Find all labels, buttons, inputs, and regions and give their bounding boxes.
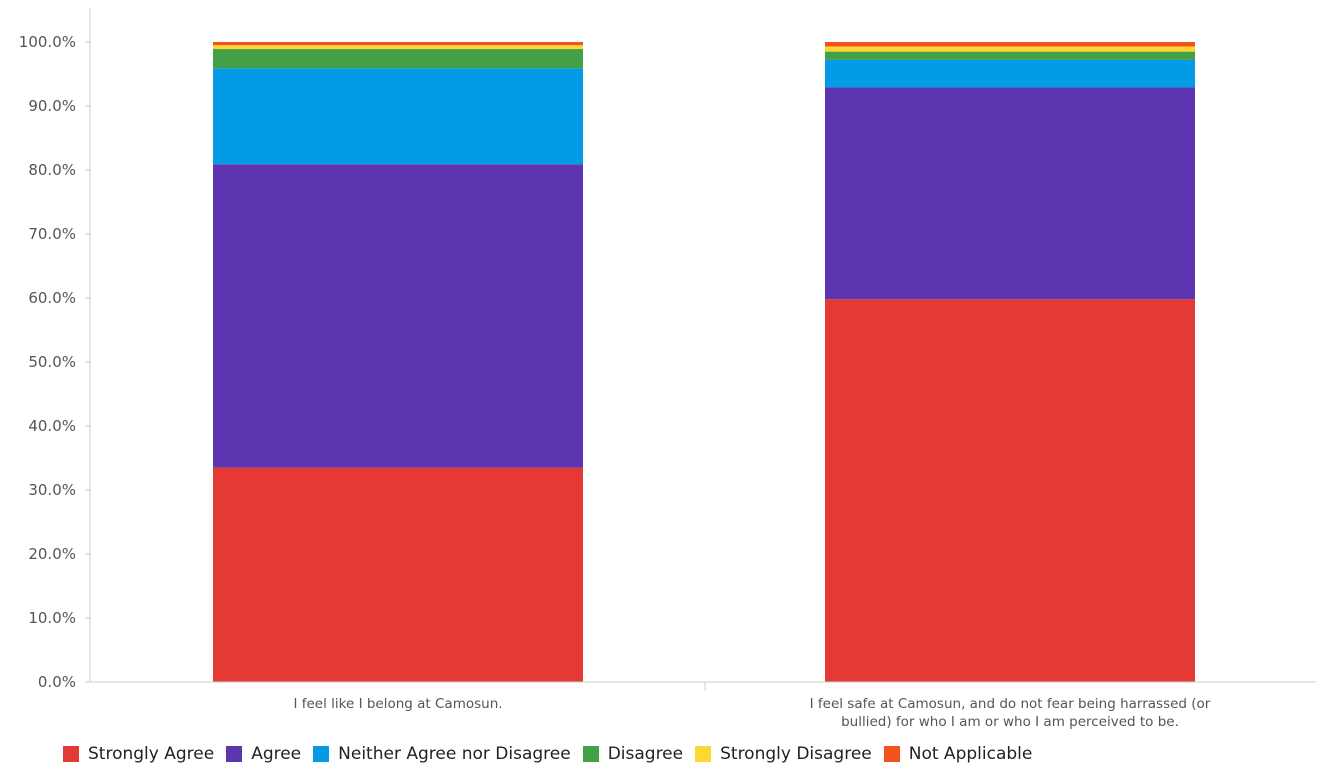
y-tick-label: 60.0%: [28, 289, 76, 307]
legend-item: Neither Agree nor Disagree: [313, 744, 571, 764]
bar-segment: [825, 51, 1195, 60]
bar-segment: [213, 42, 583, 46]
y-tick-label: 0.0%: [38, 673, 76, 691]
legend-swatch: [226, 746, 243, 762]
y-tick-label: 70.0%: [28, 225, 76, 243]
y-tick-label: 80.0%: [28, 161, 76, 179]
bar-segment: [825, 42, 1195, 47]
stacked-bar-chart: 0.0% 10.0% 20.0% 30.0% 40.0% 50.0% 60.0% 70.0% 8…: [19, 8, 1316, 730]
x-tick-label: I feel like I belong at Camosun.: [293, 696, 502, 712]
bar-segment: [213, 68, 583, 165]
y-tick-label: 50.0%: [28, 353, 76, 371]
bar-segments: [213, 42, 1195, 682]
bar-segment: [825, 87, 1195, 300]
legend-label: Disagree: [607, 744, 684, 764]
x-tick-label: I feel safe at Camosun, and do not fear …: [810, 696, 1211, 712]
legend-item: Not Applicable: [883, 744, 1033, 764]
bar-segment: [213, 467, 583, 682]
y-tick-label: 100.0%: [19, 33, 76, 51]
legend-label: Agree: [251, 744, 302, 764]
bar-segment: [213, 49, 583, 69]
y-axis-ticks: 0.0% 10.0% 20.0% 30.0% 40.0% 50.0% 60.0% 70.0% 8…: [19, 33, 90, 691]
bar-segment: [213, 164, 583, 468]
legend-swatch: [695, 746, 712, 762]
y-tick-label: 30.0%: [28, 481, 76, 499]
y-tick-label: 40.0%: [28, 417, 76, 435]
bar-segment: [213, 45, 583, 50]
y-tick-label: 20.0%: [28, 545, 76, 563]
bar-segment: [825, 46, 1195, 52]
legend-label: Strongly Agree: [88, 744, 215, 764]
y-tick-label: 10.0%: [28, 609, 76, 627]
legend-swatch: [582, 746, 599, 762]
legend-label: Strongly Disagree: [720, 744, 872, 764]
x-axis-labels: I feel like I belong at Camosun. I feel s…: [293, 696, 1210, 730]
legend-swatch: [313, 746, 330, 762]
legend-label: Neither Agree nor Disagree: [338, 744, 571, 764]
legend-label: Not Applicable: [908, 744, 1033, 764]
bar-segment: [825, 299, 1195, 682]
x-tick-label: bullied) for who I am or who I am percei…: [841, 714, 1179, 730]
y-tick-label: 90.0%: [28, 97, 76, 115]
legend-item: Agree: [226, 744, 301, 764]
legend-item: Strongly Agree: [63, 744, 214, 764]
legend-swatch: [63, 746, 79, 762]
legend-swatch: [883, 746, 900, 762]
axes: [89, 8, 1316, 691]
legend: Strongly Agree Agree Neither Agree nor Dis…: [63, 744, 1044, 764]
legend-item: Disagree: [582, 744, 684, 764]
legend-item: Strongly Disagree: [695, 744, 872, 764]
bar-segment: [825, 59, 1195, 88]
